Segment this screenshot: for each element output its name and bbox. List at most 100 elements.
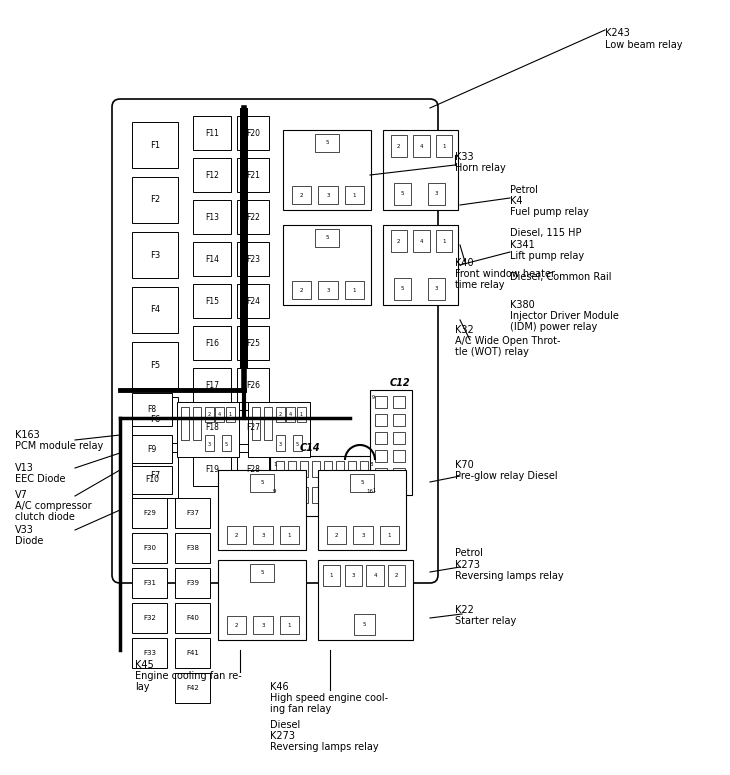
Bar — [348, 461, 356, 477]
Bar — [250, 564, 274, 581]
Bar — [181, 407, 189, 440]
Text: 3: 3 — [361, 532, 364, 538]
Bar — [132, 533, 167, 563]
Bar — [360, 487, 368, 503]
Bar — [193, 410, 231, 444]
Bar — [237, 158, 269, 192]
Bar — [312, 461, 320, 477]
Bar — [132, 603, 167, 633]
Text: 5: 5 — [363, 622, 366, 627]
Text: 9: 9 — [273, 489, 277, 494]
Text: K45: K45 — [135, 660, 154, 670]
Bar — [253, 526, 272, 544]
Text: PCM module relay: PCM module relay — [15, 441, 103, 451]
Text: K341: K341 — [510, 240, 535, 250]
Bar — [428, 277, 445, 300]
Bar — [237, 200, 269, 234]
Text: 4: 4 — [289, 412, 292, 417]
Bar — [394, 183, 411, 205]
Bar — [391, 230, 407, 253]
Text: Low beam relay: Low beam relay — [605, 40, 683, 50]
Text: 5: 5 — [401, 191, 404, 196]
Bar — [222, 436, 231, 451]
Text: F37: F37 — [186, 510, 199, 516]
Bar — [132, 638, 167, 668]
Bar — [276, 407, 285, 422]
Text: F38: F38 — [186, 545, 199, 551]
Text: F39: F39 — [186, 580, 199, 586]
Text: 1: 1 — [353, 288, 356, 293]
Bar — [132, 397, 178, 443]
Text: F33: F33 — [143, 650, 156, 656]
Bar — [436, 230, 452, 253]
Text: Reversing lamps relay: Reversing lamps relay — [270, 742, 379, 752]
Bar — [248, 402, 310, 457]
Bar — [297, 407, 306, 422]
Text: F27: F27 — [246, 422, 260, 432]
Bar — [237, 242, 269, 276]
Text: Diesel, 115 HP: Diesel, 115 HP — [510, 228, 582, 238]
Text: 1: 1 — [300, 412, 303, 417]
Text: K243: K243 — [605, 28, 630, 38]
Text: 2: 2 — [279, 412, 282, 417]
Bar — [175, 533, 210, 563]
Text: F8: F8 — [147, 405, 156, 414]
Text: 2: 2 — [397, 239, 401, 243]
Text: F24: F24 — [246, 297, 260, 305]
Bar — [252, 407, 260, 440]
Bar — [175, 603, 210, 633]
Text: 8: 8 — [370, 462, 374, 467]
Text: F19: F19 — [205, 464, 219, 474]
Bar — [237, 410, 269, 444]
Bar — [132, 232, 178, 278]
Bar — [215, 407, 224, 422]
Bar — [132, 435, 172, 463]
Bar — [132, 177, 178, 223]
Bar — [132, 122, 178, 168]
Text: F4: F4 — [150, 305, 160, 315]
Text: Lift pump relay: Lift pump relay — [510, 251, 584, 261]
Bar — [388, 565, 405, 586]
Text: 4: 4 — [373, 573, 377, 578]
Text: F1: F1 — [150, 140, 160, 150]
Bar — [193, 368, 231, 402]
Bar — [375, 396, 387, 408]
Bar — [288, 461, 296, 477]
Text: 1: 1 — [388, 532, 391, 538]
Bar — [237, 116, 269, 150]
Text: K4: K4 — [510, 196, 523, 206]
Text: Reversing lamps relay: Reversing lamps relay — [455, 571, 564, 581]
Bar — [383, 130, 458, 210]
Text: 4: 4 — [420, 239, 423, 243]
Bar — [132, 498, 167, 528]
Text: 4: 4 — [420, 143, 423, 149]
Bar — [218, 560, 306, 640]
Text: 5: 5 — [326, 140, 328, 145]
Text: K380: K380 — [510, 300, 535, 310]
Text: C14: C14 — [300, 443, 320, 453]
Text: A/C compressor: A/C compressor — [15, 501, 92, 511]
Text: 1: 1 — [353, 193, 356, 198]
Text: 2: 2 — [300, 193, 303, 198]
Text: F30: F30 — [143, 545, 156, 551]
Bar — [394, 277, 411, 300]
Text: F20: F20 — [246, 129, 260, 137]
Text: F14: F14 — [205, 254, 219, 264]
Bar — [366, 565, 383, 586]
Text: 4: 4 — [218, 412, 221, 417]
Bar — [193, 452, 231, 486]
Bar — [360, 461, 368, 477]
Bar — [280, 526, 299, 544]
Text: F25: F25 — [246, 339, 260, 347]
Bar — [175, 673, 210, 703]
Bar — [283, 130, 371, 210]
Bar — [132, 568, 167, 598]
Bar — [345, 187, 364, 204]
Bar — [292, 281, 311, 299]
Bar — [324, 461, 332, 477]
Bar — [393, 468, 405, 480]
Text: ing fan relay: ing fan relay — [270, 704, 331, 714]
Text: 1: 1 — [273, 462, 277, 467]
Bar — [205, 436, 214, 451]
Bar — [300, 487, 308, 503]
